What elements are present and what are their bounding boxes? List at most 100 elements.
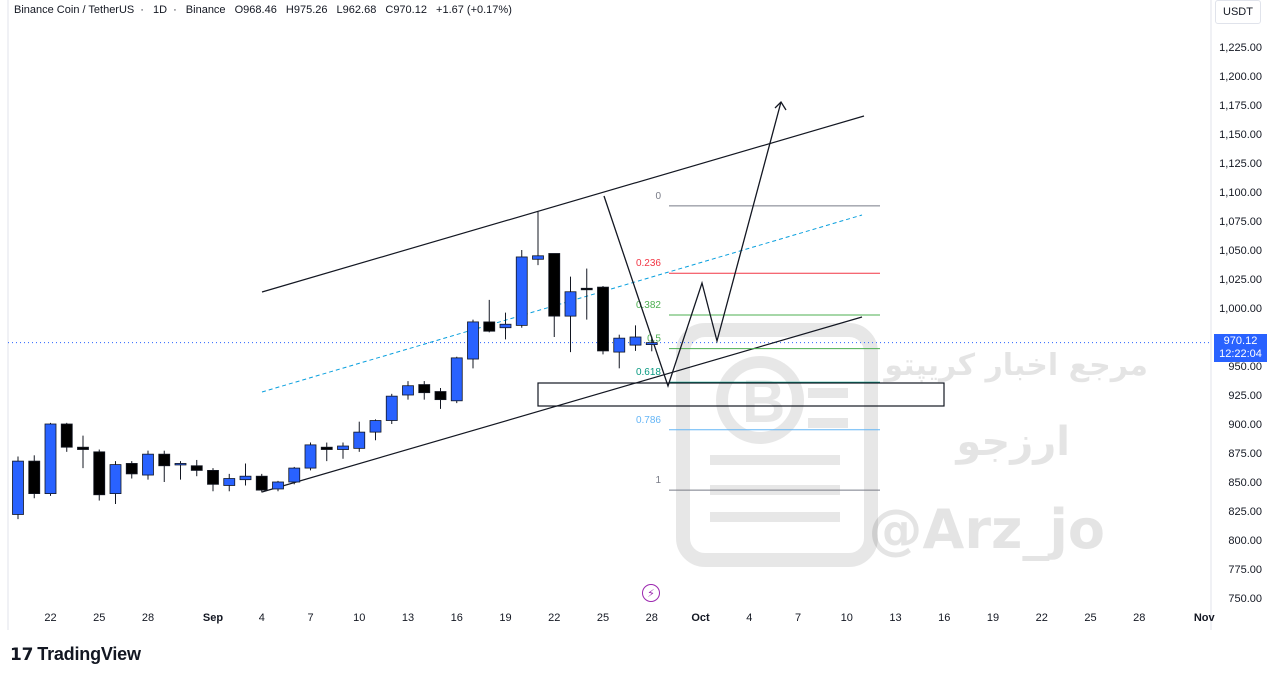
candle-body (28, 460, 41, 494)
candle-body (320, 446, 333, 450)
fib-level-label: 0.5 (647, 334, 661, 345)
candle-body (174, 463, 187, 466)
price-tick-label: 1,000.00 (1219, 303, 1262, 315)
candle-body (239, 475, 252, 481)
candle-body (564, 291, 577, 317)
currency-selector[interactable]: USDT (1215, 0, 1261, 24)
fib-level-label: 0.618 (636, 367, 661, 378)
time-tick-label: 16 (938, 612, 950, 624)
candle-body (629, 336, 642, 346)
candle-body (369, 420, 382, 433)
exchange-label: Binance (185, 4, 226, 16)
candle-body (158, 453, 171, 467)
bar-countdown: 12:22:04 (1219, 348, 1262, 360)
candle-body (434, 391, 447, 401)
flash-icon[interactable]: ⚡ (642, 584, 660, 602)
time-tick-label: 28 (646, 612, 658, 624)
close-value: C970.12 (385, 4, 427, 16)
candle-body (337, 445, 349, 450)
price-tick-label: 1,175.00 (1219, 100, 1262, 112)
price-tick-label: 1,075.00 (1219, 216, 1262, 228)
candle-body (515, 256, 528, 326)
candle-body (125, 463, 138, 475)
candle-body (467, 321, 479, 360)
time-tick-label: 25 (93, 612, 105, 624)
watermark-logo (676, 323, 878, 567)
price-tick-label: 1,050.00 (1219, 245, 1262, 257)
candle-body (385, 395, 398, 421)
time-tick-label: 13 (889, 612, 901, 624)
price-tick-label: 900.00 (1228, 419, 1262, 431)
price-tick-label: 1,150.00 (1219, 129, 1262, 141)
fib-level-label: 0.786 (636, 415, 661, 426)
fib-level-label: 0.382 (636, 300, 661, 311)
projection-path (603, 101, 782, 389)
symbol-name[interactable]: Binance Coin / TetherUS (14, 4, 135, 16)
candle-body (288, 467, 301, 483)
time-tick-label: 19 (499, 612, 511, 624)
candle-body (418, 384, 431, 394)
watermark-text-line1: مرجع اخبار کریپتو (882, 348, 1148, 383)
last-price-value: 970.12 (1223, 335, 1258, 347)
price-tick-label: 875.00 (1228, 448, 1262, 460)
time-tick-label: 28 (1133, 612, 1145, 624)
candle-body (402, 385, 414, 396)
candle-body (109, 464, 122, 495)
price-tick-label: 825.00 (1228, 506, 1262, 518)
candle-body (142, 453, 154, 476)
time-tick-label: 19 (987, 612, 999, 624)
projection-arrowhead (774, 100, 787, 111)
price-tick-label: 850.00 (1228, 477, 1262, 489)
time-tick-label: 4 (746, 612, 752, 624)
candle-body (60, 423, 73, 448)
watermark-coin-letter: B (742, 368, 785, 435)
candle-body (450, 357, 463, 402)
time-tick-label: 22 (548, 612, 560, 624)
time-tick-label: 22 (44, 612, 56, 624)
channel-upper-line (261, 115, 865, 293)
last-price-tag: 970.12 12:22:04 (1214, 334, 1267, 362)
price-tick-label: 1,125.00 (1219, 158, 1262, 170)
tradingview-logo[interactable]: 𝟭𝟳 TradingView (10, 644, 141, 665)
channel-lower-line (261, 316, 863, 493)
candle-body (223, 478, 236, 486)
time-tick-label: 13 (402, 612, 414, 624)
candle-body (353, 431, 366, 449)
time-tick-label: 25 (597, 612, 609, 624)
watermark-text-line2: ارزجو (954, 419, 1070, 465)
time-tick-label: 10 (353, 612, 365, 624)
candle-body (580, 287, 593, 291)
price-tick-label: 775.00 (1228, 564, 1262, 576)
candle-body (613, 337, 626, 353)
demand-zone-box (537, 382, 945, 407)
symbol-header: Binance Coin / TetherUS · 1D · Binance O96… (14, 4, 512, 16)
fib-level-label: 0.236 (636, 258, 661, 269)
price-tick-label: 800.00 (1228, 535, 1262, 547)
candle-body (12, 460, 24, 515)
candle-body (597, 286, 609, 352)
fib-level-label: 1 (655, 475, 661, 486)
candle-body (44, 423, 57, 494)
candle-body (255, 475, 268, 491)
high-value: H975.26 (285, 4, 328, 16)
time-tick-label: Nov (1194, 612, 1216, 624)
watermark-bar-1 (808, 418, 848, 428)
watermark-line-0 (710, 455, 840, 465)
candle-body (645, 342, 658, 345)
watermark-frame (676, 323, 878, 567)
price-tick-label: 1,025.00 (1219, 274, 1262, 286)
candle-body (207, 469, 219, 485)
candle-body (304, 444, 317, 469)
candle-body (77, 446, 89, 450)
change-value: +1.67 (+0.17%) (436, 4, 512, 16)
time-tick-label: 28 (142, 612, 154, 624)
price-tick-label: 750.00 (1228, 593, 1262, 605)
time-tick-label: 25 (1084, 612, 1096, 624)
time-tick-label: 7 (795, 612, 801, 624)
tradingview-mark-icon: 𝟭𝟳 (10, 644, 34, 664)
channel-mid-line (261, 214, 863, 393)
interval-label[interactable]: 1D (153, 4, 168, 16)
price-tick-label: 950.00 (1228, 361, 1262, 373)
